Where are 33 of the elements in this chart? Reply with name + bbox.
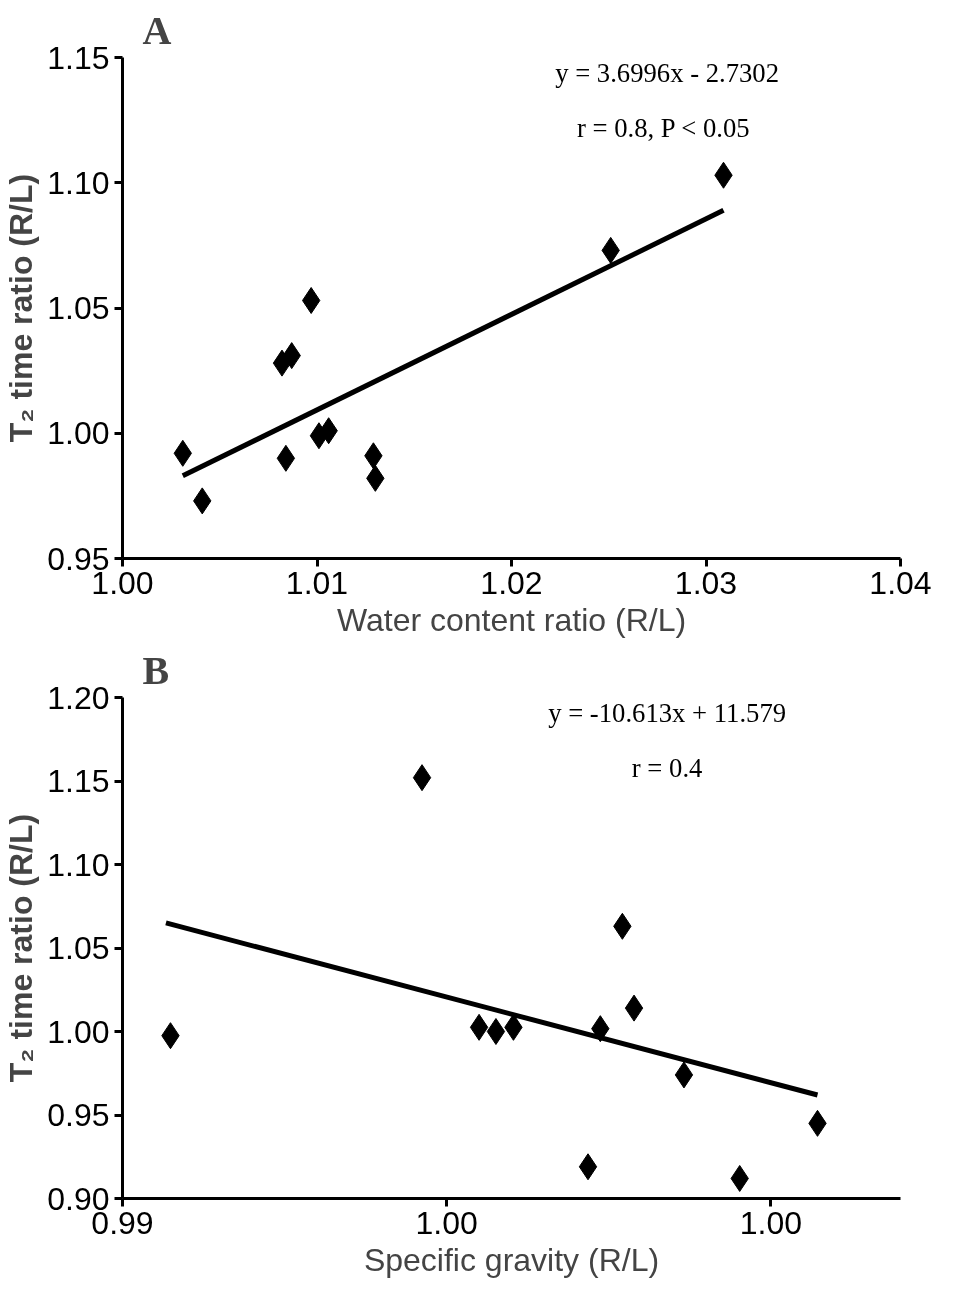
point (578, 1153, 598, 1181)
x-axis-title: Water content ratio (R/L) (336, 601, 687, 638)
y-axis-title: T₂ time ratio (R/L) (3, 173, 40, 443)
point (412, 764, 432, 792)
x-axis-title: Specific gravity (R/L) (363, 1241, 660, 1278)
point (486, 1018, 506, 1045)
y-tick-label: 1.15 (47, 39, 110, 76)
chart-title: A (142, 7, 172, 53)
y-tick-label: 1.15 (47, 763, 110, 799)
annotation: r = 0.4 (631, 752, 703, 783)
annotation: y = -10.613x + 11.579 (548, 697, 787, 728)
annotation: r = 0.8, P < 0.05 (576, 112, 750, 143)
y-tick-label: 0.95 (47, 1097, 110, 1133)
y-axis-title: T₂ time ratio (R/L) (3, 813, 40, 1083)
y-tick-label: 1.20 (47, 679, 110, 716)
x-tick-label: 1.00 (739, 1204, 802, 1241)
y-tick-label: 1.00 (47, 1013, 110, 1050)
annotation: y = 3.6996x - 2.7302 (555, 57, 780, 88)
point (276, 444, 296, 472)
point (624, 994, 644, 1022)
y-tick-label: 1.10 (47, 846, 110, 883)
y-tick-label: 1.05 (47, 290, 110, 326)
x-tick-label: 1.03 (674, 564, 738, 601)
chart-title: B (142, 647, 170, 693)
y-tick-label: 1.05 (47, 930, 110, 966)
y-tick-label: 1.00 (47, 415, 110, 452)
x-tick-label: 1.00 (415, 1204, 478, 1241)
point (469, 1013, 489, 1041)
point (674, 1061, 694, 1089)
x-tick-label: 1.02 (480, 564, 543, 601)
x-tick-label: 1.01 (285, 564, 349, 601)
y-tick-label: 1.10 (47, 164, 110, 201)
x-tick-label: 1.04 (869, 564, 932, 601)
